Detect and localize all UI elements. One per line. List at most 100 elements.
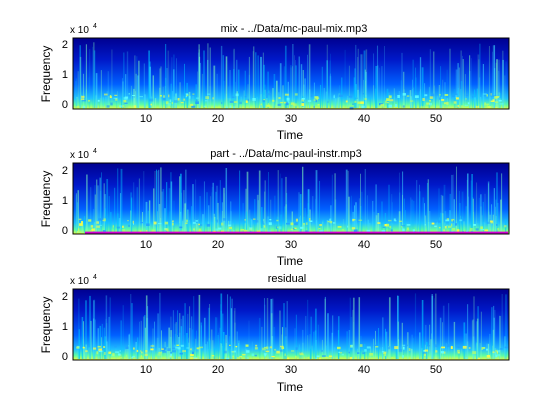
spectrogram-energy-cell	[434, 225, 437, 228]
spectrogram-energy-cell	[350, 344, 353, 348]
spectrogram-energy-cell	[96, 221, 99, 224]
spectrogram-energy-cell	[228, 226, 232, 230]
spectrogram-energy-cell	[441, 99, 445, 101]
spectrogram-energy-cell	[188, 95, 191, 99]
spectrogram-energy-cell	[272, 99, 275, 102]
spectrogram-energy-cell	[452, 95, 456, 97]
spectrogram-energy-cell	[339, 94, 343, 97]
spectrogram-texture	[76, 292, 509, 361]
spectrogram-energy-cell	[387, 346, 391, 350]
spectrogram-energy-cell	[104, 93, 108, 96]
spectrogram-energy-cell	[82, 100, 86, 102]
spectrogram-energy-cell	[391, 356, 394, 360]
spectrogram-energy-cell	[399, 220, 402, 222]
spectrogram-energy-cell	[133, 105, 136, 109]
spectrogram-energy-cell	[177, 98, 180, 101]
spectrogram-panel-part: part - ../Data/mc-paul-instr.mp3 x 10 4 …	[39, 148, 510, 268]
spectrogram-energy-cell	[435, 344, 438, 348]
spectrogram-energy-cell	[167, 102, 171, 106]
spectrogram-energy-cell	[357, 101, 362, 104]
spectrogram-energy-cell	[232, 106, 236, 109]
spectrogram-energy-cell	[482, 347, 486, 349]
y-exponent-label: x 10 4	[70, 23, 97, 36]
spectrogram-energy-cell	[279, 349, 283, 352]
spectrogram-energy-cell	[221, 101, 223, 105]
spectrogram-energy-cell	[362, 352, 365, 355]
spectrogram-energy-cell	[468, 347, 471, 349]
spectrogram-energy-cell	[451, 227, 456, 231]
spectrogram-energy-cell	[465, 98, 467, 100]
spectrogram-energy-cell	[251, 353, 255, 356]
spectrogram-energy-cell	[265, 350, 270, 353]
spectrogram-energy-cell	[150, 348, 154, 351]
y-exponent-base: x 10	[70, 276, 89, 287]
spectrogram-energy-cell	[103, 346, 106, 348]
spectrogram-energy-cell	[499, 103, 504, 105]
spectrogram-energy-cell	[358, 219, 363, 221]
spectrogram-energy-cell	[315, 98, 318, 101]
x-tick-label: 40	[358, 113, 370, 125]
spectrogram-energy-cell	[455, 97, 459, 100]
spectrogram-energy-cell	[281, 347, 285, 350]
spectrogram-texture	[75, 166, 508, 235]
spectrogram-energy-cell	[499, 348, 503, 350]
spectrogram-energy-cell	[381, 351, 385, 353]
spectrogram-energy-cell	[161, 348, 164, 350]
spectrogram-energy-cell	[341, 229, 345, 231]
y-exponent-power: 4	[93, 23, 97, 30]
y-tick-label: 1	[62, 69, 68, 81]
spectrogram-energy-cell	[307, 100, 312, 102]
spectrogram-energy-cell	[486, 355, 491, 358]
spectrogram-energy-cell	[397, 95, 400, 98]
spectrogram-energy-cell	[212, 97, 214, 100]
spectrogram-energy-cell	[327, 221, 330, 223]
spectrogram-energy-cell	[172, 222, 174, 226]
spectrogram-energy-cell	[98, 350, 103, 353]
spectrogram-energy-cell	[317, 104, 320, 106]
spectrogram-energy-cell	[406, 95, 410, 97]
y-exponent-label: x 10 4	[70, 148, 97, 161]
x-axis: 10 20 30 40 50 Time	[140, 364, 442, 394]
spectrogram-energy-cell	[460, 105, 464, 109]
spectrogram-energy-cell	[216, 219, 218, 223]
spectrogram-energy-cell	[465, 93, 469, 97]
spectrogram-energy-cell	[233, 350, 236, 353]
spectrogram-energy-cell	[112, 225, 114, 228]
spectrogram-energy-cell	[347, 225, 349, 228]
spectrogram-energy-cell	[96, 351, 99, 355]
spectrogram-energy-cell	[406, 224, 411, 226]
spectrogram-energy-cell	[314, 96, 319, 99]
spectrogram-energy-cell	[122, 225, 124, 228]
y-axis: 2 1 0 Frequency	[39, 165, 68, 237]
spectrogram-energy-cell	[114, 345, 117, 348]
x-axis-label: Time	[277, 128, 304, 142]
spectrogram-energy-cell	[169, 356, 171, 358]
spectrogram-energy-cell	[301, 106, 305, 109]
spectrogram-energy-cell	[315, 99, 317, 103]
spectrogram-energy-cell	[400, 225, 402, 228]
spectrogram-energy-cell	[495, 354, 498, 358]
spectrogram-energy-cell	[228, 224, 232, 227]
spectrogram-energy-cell	[451, 218, 455, 222]
spectrogram-energy-cell	[348, 95, 353, 98]
axes-frame	[72, 162, 510, 235]
spectrogram-energy-cell	[266, 346, 269, 350]
spectrogram-energy-cell	[267, 103, 269, 106]
spectrogram-energy-cell	[360, 101, 364, 104]
spectrogram-energy-cell	[489, 219, 491, 222]
spectrogram-energy-cell	[472, 351, 477, 354]
spectrogram-energy-cell	[369, 353, 373, 356]
spectrogram-energy-cell	[277, 103, 281, 106]
spectrogram-energy-cell	[123, 97, 128, 100]
spectrogram-energy-cell	[102, 106, 106, 109]
spectrogram-energy-cell	[445, 219, 450, 222]
spectrogram-energy-cell	[487, 106, 491, 109]
spectrogram-energy-cell	[287, 101, 290, 104]
spectrogram-energy-cell	[136, 349, 139, 353]
spectrogram-energy-cell	[329, 220, 333, 224]
spectrogram-energy-cell	[316, 355, 320, 358]
spectrogram-energy-cell	[262, 221, 264, 224]
spectrogram-energy-cell	[424, 353, 426, 356]
x-tick-label: 20	[212, 239, 224, 251]
spectrogram-energy-cell	[324, 356, 329, 359]
